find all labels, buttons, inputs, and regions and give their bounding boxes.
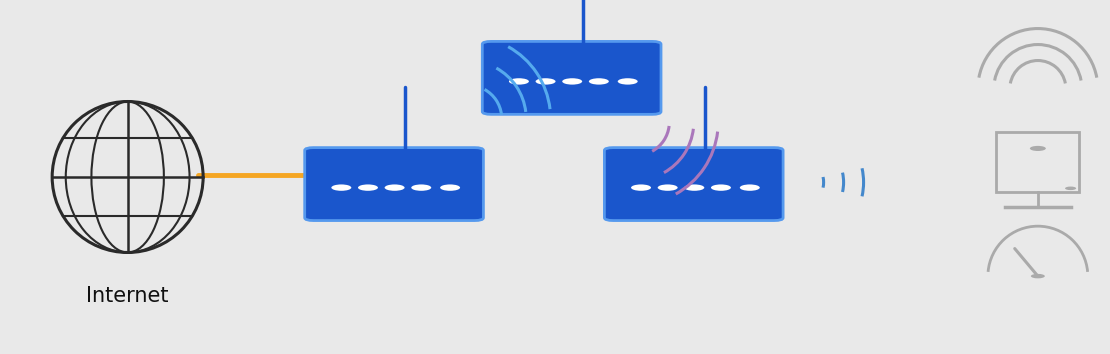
- Circle shape: [657, 184, 677, 191]
- Circle shape: [411, 184, 432, 191]
- FancyBboxPatch shape: [482, 41, 660, 114]
- Circle shape: [630, 184, 650, 191]
- Circle shape: [617, 78, 637, 85]
- Circle shape: [684, 184, 705, 191]
- Circle shape: [739, 184, 759, 191]
- Bar: [997, 132, 1080, 192]
- Circle shape: [1030, 146, 1046, 151]
- Circle shape: [384, 184, 404, 191]
- Circle shape: [588, 78, 608, 85]
- FancyBboxPatch shape: [304, 148, 483, 221]
- Circle shape: [331, 184, 351, 191]
- Circle shape: [563, 78, 583, 85]
- Circle shape: [1031, 274, 1045, 278]
- Circle shape: [710, 184, 730, 191]
- Circle shape: [357, 184, 377, 191]
- FancyBboxPatch shape: [604, 148, 784, 221]
- Text: Internet: Internet: [87, 286, 169, 306]
- Circle shape: [440, 184, 461, 191]
- Circle shape: [509, 78, 529, 85]
- Circle shape: [1066, 187, 1077, 190]
- Circle shape: [536, 78, 556, 85]
